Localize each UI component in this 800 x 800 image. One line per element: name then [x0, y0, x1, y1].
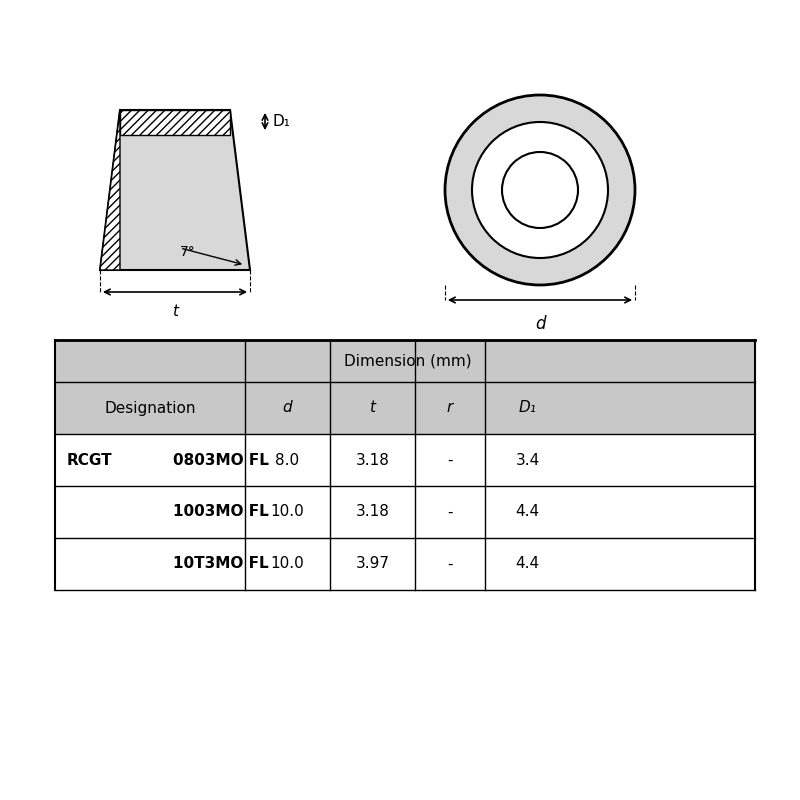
- Text: 10.0: 10.0: [270, 505, 304, 519]
- Text: Dimension (mm): Dimension (mm): [344, 354, 471, 369]
- Text: d: d: [282, 401, 292, 415]
- Circle shape: [472, 122, 608, 258]
- Text: d: d: [534, 315, 546, 333]
- Text: 8.0: 8.0: [275, 453, 299, 467]
- Text: 3.18: 3.18: [355, 505, 390, 519]
- Bar: [245, 340, 570, 382]
- Text: 7°: 7°: [180, 245, 196, 259]
- Polygon shape: [120, 110, 230, 135]
- Text: -: -: [447, 453, 453, 467]
- Text: 10.0: 10.0: [270, 557, 304, 571]
- Polygon shape: [100, 110, 120, 270]
- Text: D₁: D₁: [518, 401, 537, 415]
- Text: 10T3MO FL: 10T3MO FL: [173, 557, 269, 571]
- Text: -: -: [447, 505, 453, 519]
- Text: 3.18: 3.18: [355, 453, 390, 467]
- Text: 4.4: 4.4: [515, 505, 539, 519]
- Text: t: t: [172, 304, 178, 319]
- Text: t: t: [370, 401, 375, 415]
- Circle shape: [445, 95, 635, 285]
- Text: 3.4: 3.4: [515, 453, 540, 467]
- Text: 1003MO FL: 1003MO FL: [173, 505, 269, 519]
- Text: r: r: [447, 401, 453, 415]
- Text: 3.97: 3.97: [355, 557, 390, 571]
- Text: RCGT: RCGT: [67, 453, 113, 467]
- Text: D₁: D₁: [273, 114, 291, 129]
- Text: 0803MO FL: 0803MO FL: [173, 453, 269, 467]
- Circle shape: [502, 152, 578, 228]
- Bar: [55, 340, 755, 434]
- Polygon shape: [100, 110, 250, 270]
- Text: Designation: Designation: [104, 401, 196, 415]
- Text: -: -: [447, 557, 453, 571]
- Text: 4.4: 4.4: [515, 557, 539, 571]
